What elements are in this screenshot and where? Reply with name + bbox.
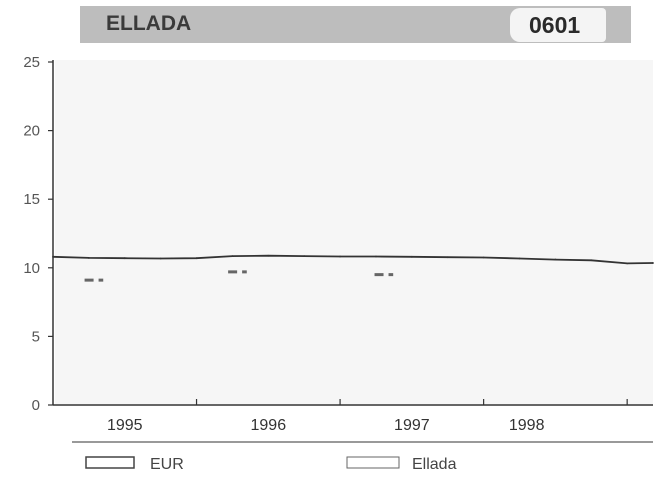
plot-area [55, 60, 653, 404]
series-point-eur-8 [339, 255, 341, 258]
chart-title: ELLADA [106, 12, 192, 35]
legend: EUR Ellada [85, 456, 457, 473]
x-tick-label-1996: 1996 [251, 417, 287, 434]
x-axis-ticks: 1995 1996 1997 1998 [107, 399, 628, 434]
series-point-eur-7 [303, 255, 306, 258]
chart-code: 0601 [529, 12, 581, 38]
y-tick-label-25: 25 [23, 54, 40, 71]
x-tick-label-1997: 1997 [394, 417, 430, 434]
series-point-eur-9 [375, 255, 377, 258]
y-tick-label-10: 10 [23, 260, 40, 277]
series-point-eur-16 [626, 262, 629, 265]
series-point-eur-0 [52, 255, 54, 258]
y-tick-label-15: 15 [23, 191, 40, 208]
series-point-eur-5 [231, 255, 234, 258]
series-point-eur-2 [123, 257, 126, 260]
series-group [52, 254, 654, 282]
series-point-eur-10 [410, 255, 413, 258]
series-point-eur-6 [267, 254, 270, 257]
legend-swatch-ellada [346, 456, 400, 469]
x-tick-label-1995: 1995 [107, 417, 143, 434]
series-point-eur-14 [554, 258, 557, 261]
y-tick-label-20: 20 [23, 123, 40, 140]
series-point-eur-15 [590, 259, 593, 262]
x-tick-label-1998: 1998 [509, 417, 545, 434]
series-point-eur-4 [195, 257, 198, 260]
legend-swatch-eur [85, 456, 135, 469]
series-point-eur-13 [518, 257, 521, 260]
y-axis-ticks: 0 5 10 15 20 25 [23, 54, 53, 414]
y-tick-label-0: 0 [32, 397, 40, 414]
legend-label-eur: EUR [150, 456, 184, 473]
series-point-eur-12 [482, 256, 485, 259]
y-tick-label-5: 5 [32, 328, 40, 345]
series-point-eur-11 [446, 256, 449, 259]
series-point-eur-17 [652, 262, 654, 264]
series-point-eur-3 [159, 257, 162, 260]
series-point-eur-1 [87, 257, 90, 259]
code-box [510, 8, 606, 42]
legend-label-ellada: Ellada [412, 456, 457, 473]
series-line-eur [52, 254, 654, 265]
